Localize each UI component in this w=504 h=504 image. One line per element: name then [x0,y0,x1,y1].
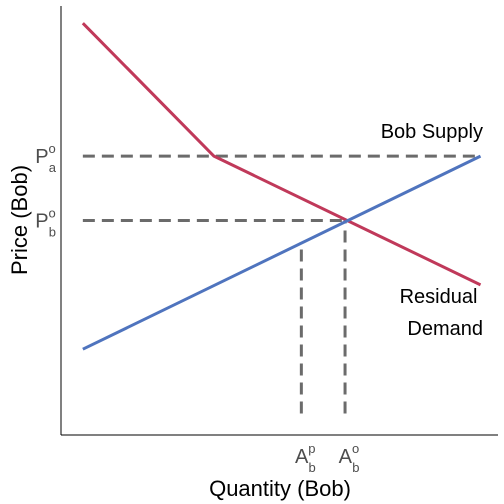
x-axis-title: Quantity (Bob) [209,476,351,501]
series-label-bob-supply: Bob Supply [381,121,483,143]
series-lines [81,22,482,351]
tick-labels: Po a Po b Ap b Ao b [35,141,359,475]
series-label-residual-demand-line2: Demand [407,318,483,340]
series-label-residual-demand: Residual Demand [400,286,483,340]
y-axis-title: Price (Bob) [7,165,32,275]
x-tick-label-0: Ap b [295,441,316,475]
reference-lines [82,154,481,414]
series-line-bob-supply [82,154,482,351]
series-label-residual-demand-line1: Residual [400,286,478,308]
y-tick-label-0: Po a [35,141,57,175]
y-tick-label-1: Po b [35,206,56,240]
series-line-residual-demand [81,22,482,287]
axes [60,6,498,436]
x-tick-label-1: Ao b [339,441,360,475]
